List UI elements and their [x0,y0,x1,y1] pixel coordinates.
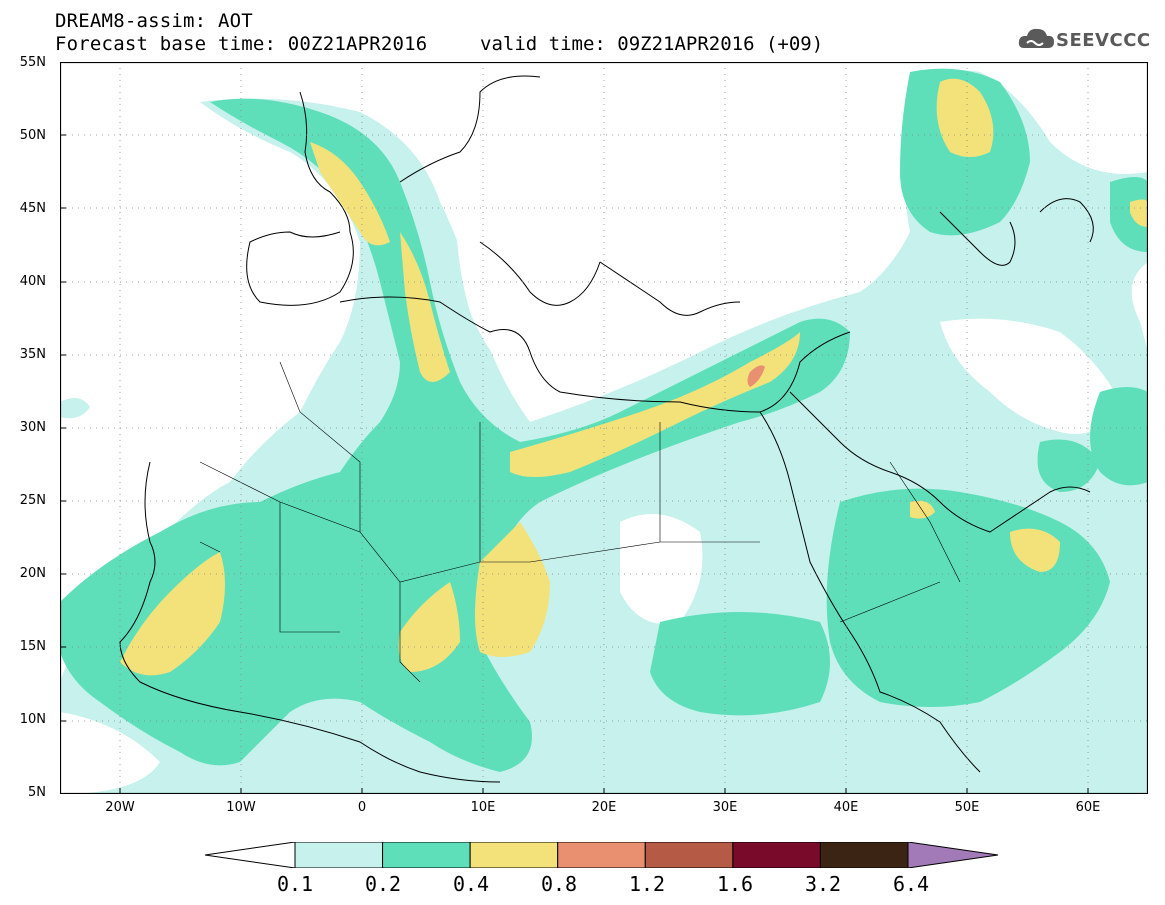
aot-level-04 [120,78,1148,676]
grid-lines [60,62,1148,794]
axis-ticks [60,134,1089,794]
lat-label: 15N [19,639,46,654]
colorbar-box [294,842,384,868]
colorbar-label: 0.4 [452,872,490,896]
colorbar-label: 0.2 [364,872,402,896]
lon-label: 10W [226,800,256,815]
lon-label: 60E [1075,800,1101,815]
lat-label: 55N [19,55,46,70]
colorbar [205,842,999,868]
cloud-icon [1018,28,1054,48]
lon-label: 30E [712,800,738,815]
lon-label: 40E [833,800,859,815]
colorbar-label: 1.2 [628,872,666,896]
lon-label: 20E [591,800,617,815]
colorbar-label: 6.4 [892,872,930,896]
colorbar-box [382,842,471,868]
lat-label: 5N [28,785,46,800]
lon-label: 50E [954,800,980,815]
aot-map [60,62,1148,794]
forecast-base-time: Forecast base time: 00Z21APR2016 [55,33,428,55]
country-borders [199,361,961,683]
valid-time: valid time: 09Z21APR2016 (+09) [480,33,824,55]
seevccc-logo: SEEVCCC [1056,30,1151,51]
colorbar-label: 0.1 [276,872,314,896]
coastlines [119,75,1094,783]
lon-label: 10E [470,800,496,815]
colorbar-box [732,842,821,868]
aot-clear-areas [60,62,1120,794]
lat-label: 25N [19,493,46,508]
colorbar-label: 3.2 [804,872,842,896]
lat-label: 35N [19,347,46,362]
colorbar-box [819,842,909,868]
colorbar-over-arrow [907,842,999,868]
lat-label: 45N [19,201,46,216]
lat-label: 10N [19,712,46,727]
colorbar-box [557,842,646,868]
colorbar-box [644,842,734,868]
lon-label: 20W [105,800,135,815]
map-title: DREAM8-assim: AOT [55,10,253,32]
colorbar-box [469,842,559,868]
colorbar-label: 1.6 [716,872,754,896]
aot-level-08 [747,365,765,387]
colorbar-label: 0.8 [540,872,578,896]
lat-label: 50N [19,128,46,143]
lon-label: 0 [357,800,367,815]
lat-label: 40N [19,274,46,289]
lat-label: 30N [19,420,46,435]
colorbar-under-arrow [205,842,296,868]
lat-label: 20N [19,566,46,581]
